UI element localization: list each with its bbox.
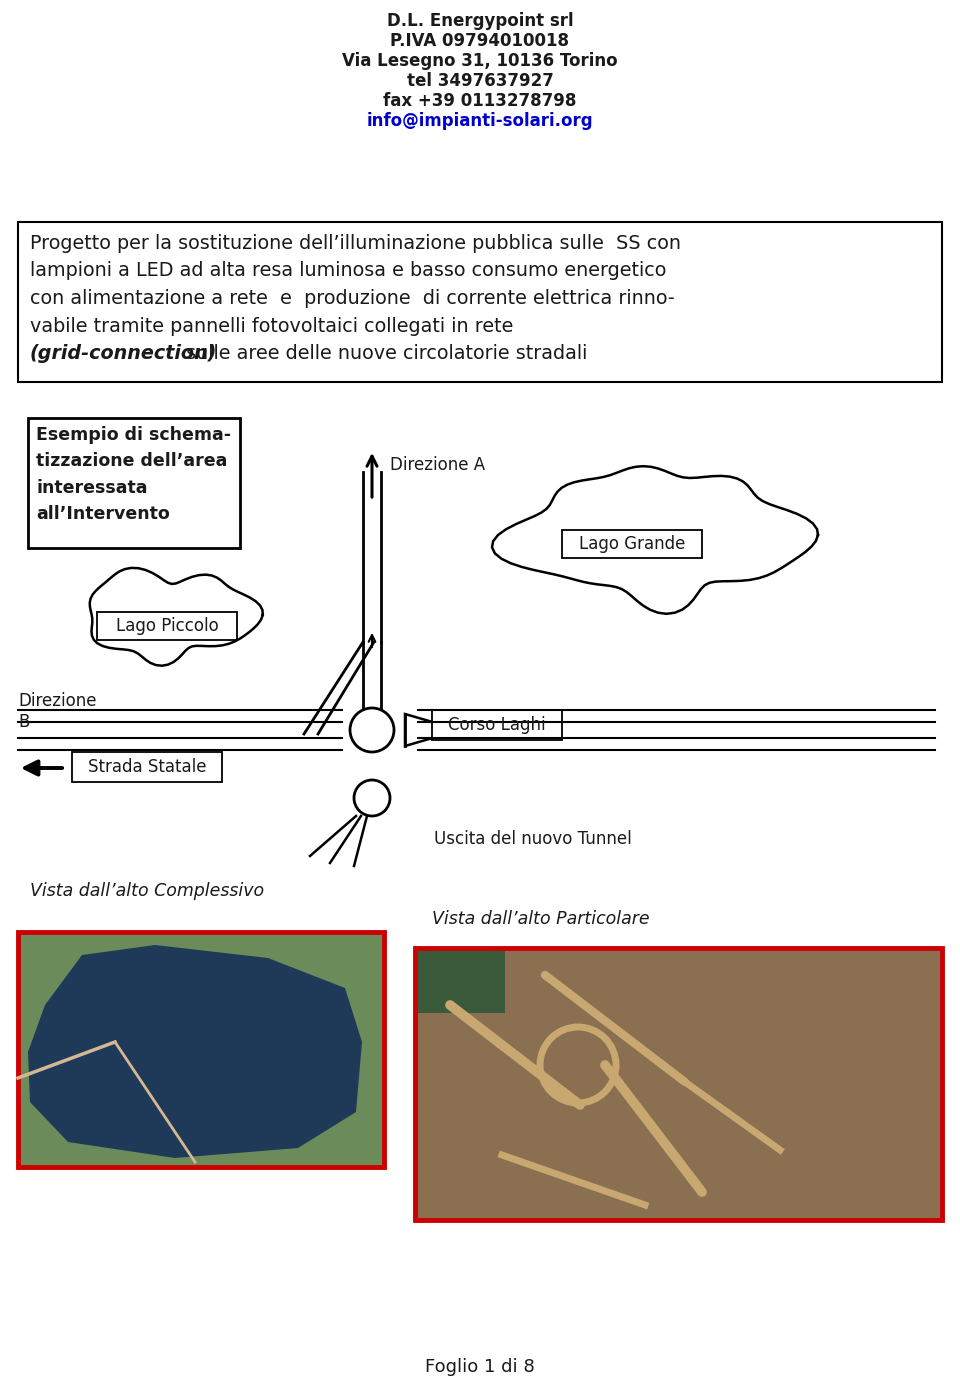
Bar (18, 933, 384, 1168)
Text: Esempio di schema-
tizzazione dell’area
interessata
all’Intervento: Esempio di schema- tizzazione dell’area … (36, 425, 231, 523)
Text: Strada Statale: Strada Statale (87, 758, 206, 776)
Text: lampioni a LED ad alta resa luminosa e basso consumo energetico: lampioni a LED ad alta resa luminosa e b… (30, 261, 666, 281)
Text: D.L. Energypoint srl: D.L. Energypoint srl (387, 13, 573, 31)
Text: fax +39 0113278798: fax +39 0113278798 (383, 92, 577, 110)
Text: Direzione
B: Direzione B (18, 692, 97, 731)
Bar (28, 418, 240, 548)
Bar (432, 710, 562, 739)
Text: tel 3497637927: tel 3497637927 (407, 72, 553, 90)
Text: info@impianti-solari.org: info@impianti-solari.org (367, 113, 593, 131)
Text: Lago Grande: Lago Grande (579, 535, 685, 553)
Text: con alimentazione a rete  e  produzione  di corrente elettrica rinno-: con alimentazione a rete e produzione di… (30, 289, 675, 309)
Bar (415, 948, 942, 1220)
Bar (18, 933, 384, 1168)
Bar (562, 530, 702, 557)
Bar (97, 612, 237, 639)
Text: sulle aree delle nuove circolatorie stradali: sulle aree delle nuove circolatorie stra… (180, 343, 588, 363)
Text: Lago Piccolo: Lago Piccolo (115, 617, 218, 635)
Bar (415, 948, 942, 1220)
Text: Uscita del nuovo Tunnel: Uscita del nuovo Tunnel (434, 830, 632, 848)
Bar (18, 222, 942, 382)
Text: Progetto per la sostituzione dell’illuminazione pubblica sulle  SS con: Progetto per la sostituzione dell’illumi… (30, 234, 681, 253)
Bar (72, 752, 222, 783)
Polygon shape (28, 945, 362, 1158)
Text: Direzione A: Direzione A (390, 456, 485, 474)
Text: Foglio 1 di 8: Foglio 1 di 8 (425, 1358, 535, 1376)
Bar (415, 948, 505, 1013)
Text: Vista dall’alto Complessivo: Vista dall’alto Complessivo (30, 883, 264, 899)
Text: Corso Laghi: Corso Laghi (448, 716, 546, 734)
Text: vabile tramite pannelli fotovoltaici collegati in rete: vabile tramite pannelli fotovoltaici col… (30, 317, 514, 335)
Text: Via Lesegno 31, 10136 Torino: Via Lesegno 31, 10136 Torino (342, 51, 618, 70)
Text: (grid-connection): (grid-connection) (30, 343, 217, 363)
Text: Vista dall’alto Particolare: Vista dall’alto Particolare (432, 910, 650, 929)
Text: P.IVA 09794010018: P.IVA 09794010018 (391, 32, 569, 50)
